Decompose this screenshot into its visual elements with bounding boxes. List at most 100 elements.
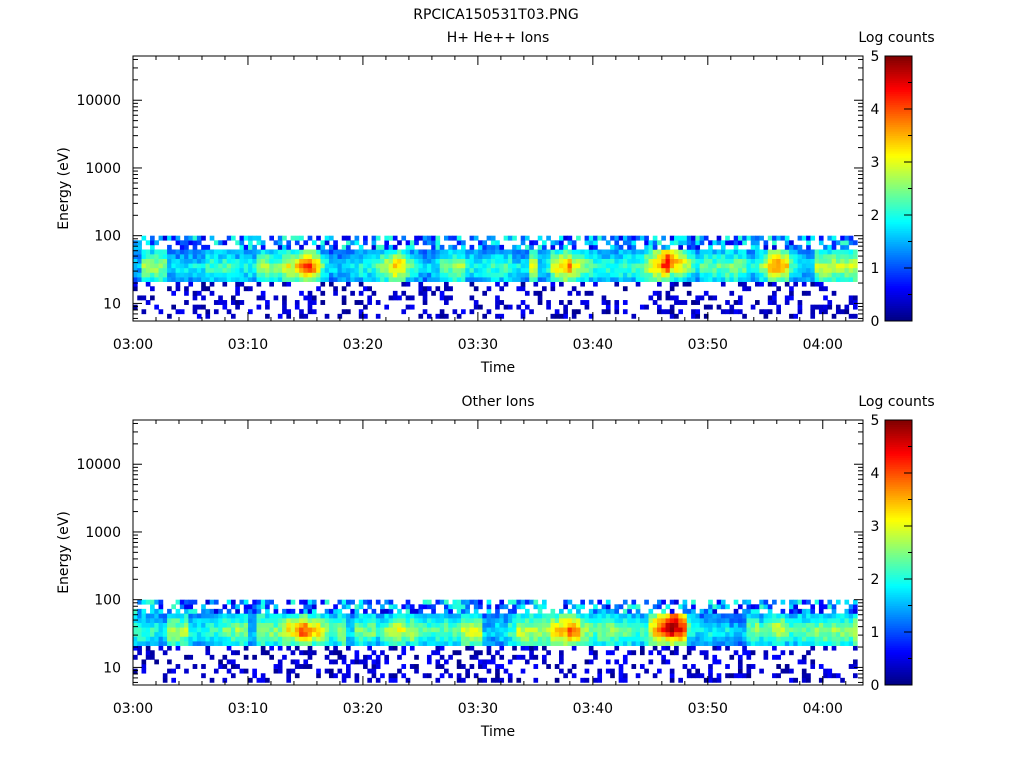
heatmap-cell [158, 627, 164, 633]
heatmap-cell [354, 659, 360, 665]
heatmap-cell [333, 249, 338, 255]
heatmap-cell [669, 613, 675, 619]
heatmap-cell [294, 235, 300, 241]
heatmap-cell [605, 277, 611, 282]
heatmap-cell [674, 618, 679, 623]
heatmap-cell [422, 249, 428, 255]
colorbar-segment [885, 618, 912, 622]
heatmap-cell [554, 263, 560, 269]
heatmap-cell [235, 267, 240, 273]
heatmap-cell [307, 604, 313, 610]
heatmap-cell [243, 618, 249, 623]
colorbar-segment [885, 503, 912, 507]
heatmap-cell [269, 267, 274, 273]
heatmap-cell [831, 622, 837, 628]
heatmap-cell [571, 286, 577, 292]
heatmap-cell [571, 627, 577, 633]
x-tick-label: 03:00 [113, 701, 153, 717]
colorbar-segment [885, 195, 912, 198]
heatmap-cell [733, 263, 739, 269]
heatmap-cell [422, 613, 428, 619]
heatmap-cell [806, 290, 811, 296]
heatmap-cell [346, 235, 351, 241]
heatmap-cell [601, 622, 607, 628]
x-tick-label: 03:00 [113, 337, 153, 353]
heatmap-cell [831, 277, 837, 282]
heatmap-cell [465, 272, 470, 278]
heatmap-cell [755, 267, 760, 273]
heatmap-cell [789, 277, 794, 282]
heatmap-cell [520, 313, 526, 319]
heatmap-cell [784, 622, 790, 628]
heatmap-cell [818, 622, 824, 628]
heatmap-cell [337, 272, 343, 278]
heatmap-cell [469, 249, 475, 255]
heatmap-cell [265, 677, 270, 683]
heatmap-cell [448, 608, 453, 614]
heatmap-cell [175, 263, 181, 269]
heatmap-cell [201, 613, 206, 619]
heatmap-cell [439, 295, 445, 301]
heatmap-cell [243, 654, 249, 660]
heatmap-cell [414, 272, 419, 278]
heatmap-cell [341, 249, 347, 255]
heatmap-cell [737, 604, 743, 610]
heatmap-cell [652, 244, 658, 250]
heatmap-cell [563, 272, 568, 278]
heatmap-cell [324, 631, 330, 637]
heatmap-cell [814, 249, 820, 255]
heatmap-cell [784, 613, 790, 619]
heatmap-cell [465, 267, 470, 273]
heatmap-cell [486, 636, 492, 642]
heatmap-cell [610, 258, 615, 264]
heatmap-cell [320, 244, 326, 250]
heatmap-cell [524, 244, 530, 250]
heatmap-cell [380, 244, 385, 250]
heatmap-cell [648, 622, 654, 628]
heatmap-cell [154, 240, 159, 246]
y-axis-label: Energy (eV) [56, 511, 72, 594]
heatmap-cell [388, 622, 394, 628]
heatmap-cell [533, 613, 539, 619]
heatmap-cell [316, 636, 321, 642]
heatmap-cell [848, 641, 854, 646]
heatmap-cell [852, 300, 858, 305]
heatmap-cell [576, 604, 581, 610]
heatmap-cell [759, 599, 764, 605]
heatmap-cell [678, 677, 683, 683]
heatmap-cell [209, 636, 215, 642]
heatmap-cell [546, 267, 551, 273]
heatmap-cell [133, 654, 138, 660]
heatmap-cell [456, 636, 462, 642]
heatmap-cell [192, 249, 198, 255]
heatmap-cell [397, 608, 402, 614]
heatmap-cell [320, 254, 326, 259]
heatmap-cell [218, 613, 223, 619]
heatmap-cell [277, 235, 283, 241]
heatmap-cell [793, 254, 799, 259]
heatmap-cell [358, 281, 364, 287]
heatmap-cell [167, 258, 172, 264]
heatmap-cell [507, 304, 513, 310]
heatmap-cell [537, 272, 543, 278]
heatmap-cell [563, 631, 568, 637]
heatmap-cell [755, 240, 760, 246]
heatmap-cell [337, 608, 343, 614]
heatmap-cell [154, 613, 159, 619]
heatmap-cell [367, 631, 372, 637]
heatmap-cell [201, 622, 206, 628]
heatmap-cell [810, 631, 816, 637]
heatmap-cell [269, 622, 274, 628]
heatmap-cell [192, 622, 198, 628]
heatmap-cell [571, 645, 577, 651]
heatmap-cell [835, 267, 841, 273]
heatmap-cell [482, 244, 488, 250]
heatmap-cell [639, 650, 645, 656]
heatmap-cell [426, 604, 432, 610]
heatmap-cell [559, 267, 564, 273]
heatmap-cell [461, 631, 466, 637]
heatmap-cell [507, 659, 513, 665]
heatmap-cell [401, 604, 407, 610]
heatmap-cell [763, 654, 769, 660]
colorbar-segment [885, 131, 912, 134]
